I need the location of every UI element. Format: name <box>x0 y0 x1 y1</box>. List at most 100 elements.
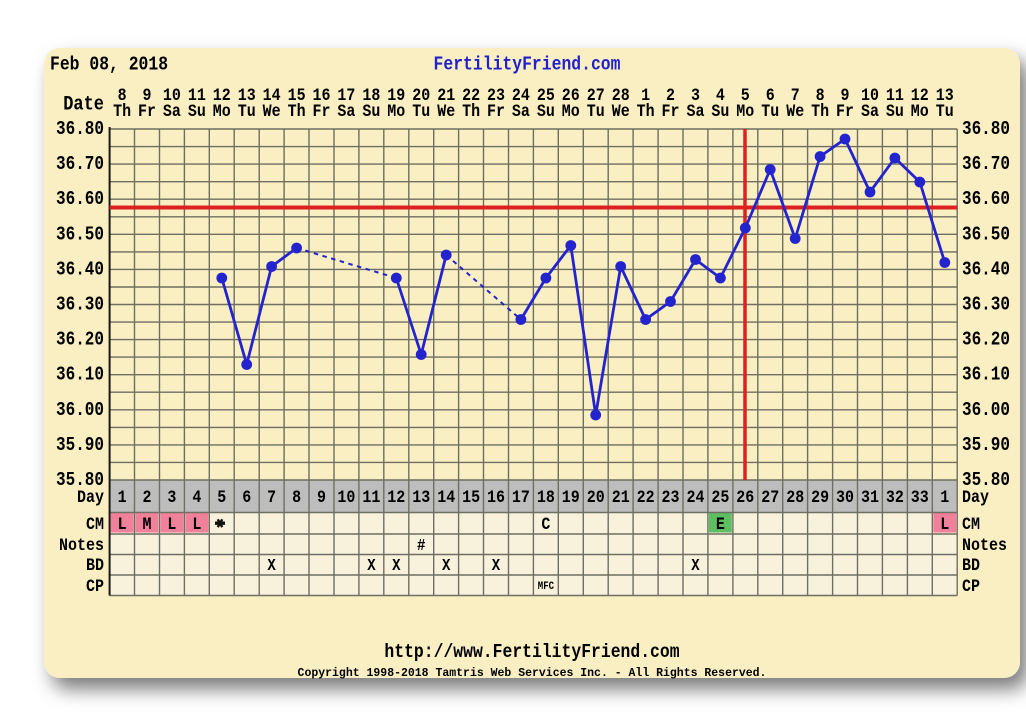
svg-text:18: 18 <box>362 85 380 106</box>
svg-text:X: X <box>367 556 376 576</box>
svg-text:Day: Day <box>77 487 104 508</box>
svg-text:12: 12 <box>213 85 231 106</box>
svg-text:2: 2 <box>666 85 675 106</box>
svg-text:Th: Th <box>113 101 131 122</box>
svg-text:22: 22 <box>637 487 655 508</box>
svg-text:We: We <box>612 101 630 122</box>
svg-text:Date: Date <box>63 92 104 116</box>
svg-text:11: 11 <box>886 85 904 106</box>
svg-text:Su: Su <box>886 101 904 122</box>
svg-text:6: 6 <box>242 487 251 508</box>
svg-text:Sa: Sa <box>337 101 355 122</box>
svg-text:Mo: Mo <box>736 101 754 122</box>
svg-text:FertilityFriend.com: FertilityFriend.com <box>434 54 621 76</box>
svg-text:Tu: Tu <box>936 101 954 122</box>
svg-text:20: 20 <box>587 487 605 508</box>
svg-text:Sa: Sa <box>512 101 530 122</box>
svg-text:L: L <box>118 514 127 535</box>
svg-text:Th: Th <box>462 101 480 122</box>
svg-text:Th: Th <box>811 101 829 122</box>
svg-text:BD: BD <box>86 555 104 576</box>
svg-text:E: E <box>716 514 725 535</box>
svg-text:36.10: 36.10 <box>56 364 104 386</box>
svg-text:36.50: 36.50 <box>56 224 104 246</box>
svg-text:11: 11 <box>362 487 380 508</box>
svg-text:31: 31 <box>861 487 879 508</box>
svg-text:36.80: 36.80 <box>962 119 1010 141</box>
svg-text:19: 19 <box>387 85 405 106</box>
svg-text:25: 25 <box>537 85 555 106</box>
svg-text:Sa: Sa <box>687 101 705 122</box>
svg-text:18: 18 <box>537 487 555 508</box>
svg-text:36.40: 36.40 <box>56 259 104 281</box>
svg-text:CM: CM <box>86 514 104 535</box>
svg-text:1: 1 <box>940 487 949 508</box>
svg-text:30: 30 <box>836 487 854 508</box>
svg-text:1: 1 <box>118 487 127 508</box>
svg-text:Su: Su <box>537 101 555 122</box>
svg-text:Su: Su <box>711 101 729 122</box>
svg-text:Day: Day <box>962 487 989 508</box>
svg-text:36.60: 36.60 <box>962 189 1010 211</box>
svg-text:Copyright 1998-2018 Tamtris We: Copyright 1998-2018 Tamtris Web Services… <box>298 666 767 680</box>
svg-text:25: 25 <box>711 487 729 508</box>
svg-text:CP: CP <box>962 576 980 597</box>
svg-text:X: X <box>267 556 276 576</box>
svg-text:15: 15 <box>462 487 480 508</box>
svg-text:3: 3 <box>167 487 176 508</box>
svg-text:15: 15 <box>288 85 306 106</box>
svg-text:13: 13 <box>936 85 954 106</box>
svg-text:Tu: Tu <box>761 101 779 122</box>
svg-text:L: L <box>167 514 176 535</box>
svg-text:8: 8 <box>118 85 127 106</box>
svg-text:5: 5 <box>741 85 750 106</box>
svg-text:Fr: Fr <box>487 101 505 122</box>
svg-text:36.00: 36.00 <box>962 400 1010 422</box>
svg-text:2: 2 <box>143 487 152 508</box>
svg-text:36.30: 36.30 <box>56 294 104 316</box>
svg-text:4: 4 <box>192 487 201 508</box>
svg-text:28: 28 <box>786 487 804 508</box>
svg-text:17: 17 <box>512 487 530 508</box>
svg-text:36.20: 36.20 <box>56 329 104 351</box>
svg-text:10: 10 <box>163 85 181 106</box>
svg-text:We: We <box>437 101 455 122</box>
svg-text:35.90: 35.90 <box>56 435 104 457</box>
svg-text:Fr: Fr <box>313 101 331 122</box>
svg-text:28: 28 <box>612 85 630 106</box>
svg-text:17: 17 <box>337 85 355 106</box>
svg-text:Notes: Notes <box>59 535 104 556</box>
svg-text:X: X <box>492 556 501 576</box>
svg-text:Th: Th <box>637 101 655 122</box>
svg-text:36.50: 36.50 <box>962 224 1010 246</box>
svg-text:36.00: 36.00 <box>56 400 104 422</box>
svg-text:Fr: Fr <box>836 101 854 122</box>
svg-text:23: 23 <box>662 487 680 508</box>
svg-text:19: 19 <box>562 487 580 508</box>
svg-text:Su: Su <box>188 101 206 122</box>
svg-text:5: 5 <box>217 487 226 508</box>
svg-text:Sa: Sa <box>861 101 879 122</box>
svg-text:4: 4 <box>716 85 725 106</box>
svg-text:36.30: 36.30 <box>962 294 1010 316</box>
svg-text:35.90: 35.90 <box>962 435 1010 457</box>
svg-text:3: 3 <box>691 85 700 106</box>
svg-text:Mo: Mo <box>911 101 929 122</box>
svg-text:We: We <box>786 101 804 122</box>
svg-text:X: X <box>392 556 401 576</box>
svg-text:9: 9 <box>841 85 850 106</box>
svg-text:http://www.FertilityFriend.com: http://www.FertilityFriend.com <box>384 642 679 664</box>
svg-text:BD: BD <box>962 555 980 576</box>
svg-text:36.70: 36.70 <box>56 154 104 176</box>
svg-text:36.80: 36.80 <box>56 119 104 141</box>
svg-text:Mo: Mo <box>562 101 580 122</box>
svg-text:22: 22 <box>462 85 480 106</box>
svg-text:MFC: MFC <box>538 581 554 593</box>
svg-text:26: 26 <box>736 487 754 508</box>
svg-text:13: 13 <box>238 85 256 106</box>
svg-text:12: 12 <box>911 85 929 106</box>
svg-text:24: 24 <box>512 85 530 106</box>
svg-text:X: X <box>442 556 451 576</box>
svg-text:Feb 08, 2018: Feb 08, 2018 <box>50 54 168 76</box>
svg-text:13: 13 <box>412 487 430 508</box>
